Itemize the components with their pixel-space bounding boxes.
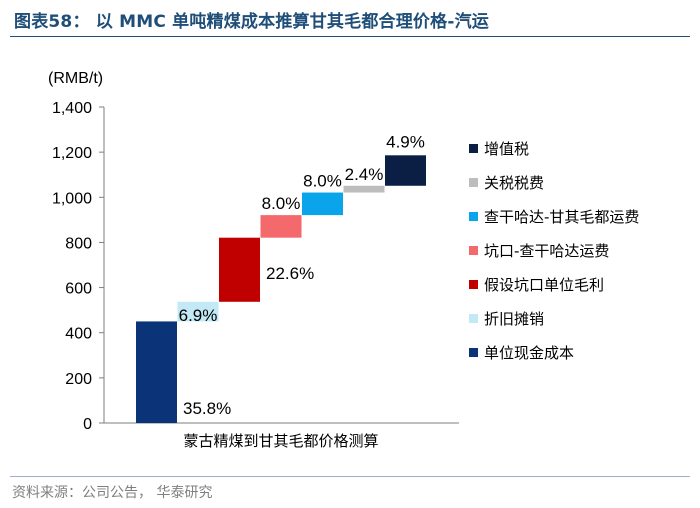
y-tick-label: 200 xyxy=(65,371,92,388)
legend-swatch-4 xyxy=(469,246,478,255)
bar-segment-1 xyxy=(136,321,177,423)
figure-title: 图表58： 以 MMC 单吨精煤成本推算甘其毛都合理价格-汽运 xyxy=(14,12,489,32)
y-tick-label: 1,400 xyxy=(52,100,92,117)
data-label-2: 6.9% xyxy=(179,306,218,325)
legend-label-4: 坑口-查干哈达运费 xyxy=(484,242,609,260)
data-label-5: 8.0% xyxy=(303,172,342,191)
bar-segment-3 xyxy=(219,237,260,302)
x-category-label: 蒙古精煤到甘其毛都价格测算 xyxy=(183,432,378,450)
y-tick-label: 1,200 xyxy=(52,145,92,162)
legend-swatch-3 xyxy=(469,212,478,221)
legend-swatch-1 xyxy=(469,144,478,153)
legend-swatch-5 xyxy=(469,280,478,289)
bar-segments xyxy=(136,155,426,423)
legend-label-2: 关税税费 xyxy=(484,174,544,192)
data-label-1: 35.8% xyxy=(183,399,231,418)
legend-label-5: 假设坑口单位毛利 xyxy=(484,276,604,294)
legend-swatch-6 xyxy=(469,314,478,323)
legend-swatch-2 xyxy=(469,178,478,187)
data-label-6: 2.4% xyxy=(345,165,384,184)
y-unit-label: (RMB/t) xyxy=(48,70,103,87)
y-tick-label: 1,000 xyxy=(52,190,92,207)
bar-segment-7 xyxy=(385,155,426,186)
legend-label-3: 查干哈达-甘其毛都运费 xyxy=(484,208,639,226)
data-label-3: 22.6% xyxy=(266,264,314,283)
data-labels: 35.8%6.9%22.6%8.0%8.0% 2.4%4.9% xyxy=(179,132,425,417)
legend: 增值税关税税费查干哈达-甘其毛都运费坑口-查干哈达运费假设坑口单位毛利折旧摊销单… xyxy=(469,140,639,362)
legend-label-6: 折旧摊销 xyxy=(484,310,544,328)
title-rule xyxy=(10,36,690,37)
data-label-4: 8.0% xyxy=(262,194,301,213)
y-tick-label: 600 xyxy=(65,281,92,298)
legend-label-1: 增值税 xyxy=(484,140,529,158)
bar-segment-2 xyxy=(177,301,219,322)
waterfall-chart: (RMB/t) 0 200 400 600 800 1,000 1,200 1,400 35.… xyxy=(48,70,639,450)
legend-label-7: 单位现金成本 xyxy=(484,344,574,362)
y-tick-label: 0 xyxy=(83,416,92,433)
source-rule xyxy=(10,476,690,477)
y-ticks: 0 200 400 600 800 1,000 1,200 1,400 xyxy=(52,100,104,433)
bar-segment-4 xyxy=(260,215,302,238)
bar-segment-5 xyxy=(302,192,343,216)
data-label-7: 4.9% xyxy=(386,132,425,151)
bar-segment-6 xyxy=(343,185,385,193)
y-tick-label: 800 xyxy=(65,235,92,252)
legend-swatch-7 xyxy=(469,348,478,357)
y-tick-label: 400 xyxy=(65,326,92,343)
source-note: 资料来源：公司公告， 华泰研究 xyxy=(12,485,213,501)
